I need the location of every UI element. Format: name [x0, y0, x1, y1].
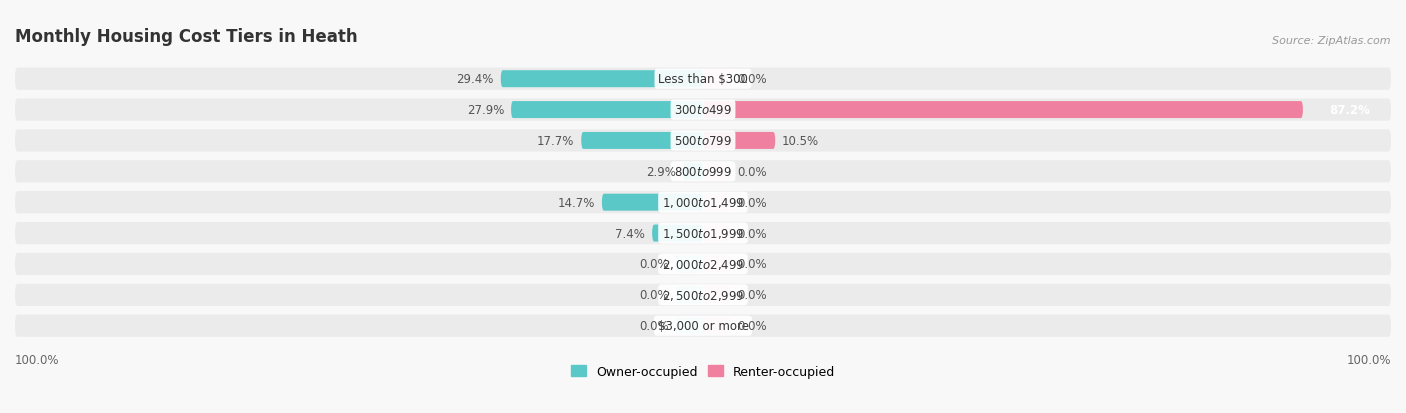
Text: 29.4%: 29.4% [457, 73, 494, 86]
FancyBboxPatch shape [501, 71, 703, 88]
FancyBboxPatch shape [15, 69, 1391, 90]
FancyBboxPatch shape [15, 130, 1391, 152]
Text: 7.4%: 7.4% [616, 227, 645, 240]
Text: 0.0%: 0.0% [737, 319, 768, 332]
Text: 0.0%: 0.0% [737, 227, 768, 240]
FancyBboxPatch shape [510, 102, 703, 119]
FancyBboxPatch shape [703, 318, 731, 335]
Text: Less than $300: Less than $300 [658, 73, 748, 86]
Text: $300 to $499: $300 to $499 [673, 104, 733, 117]
Text: 0.0%: 0.0% [737, 258, 768, 271]
Text: Source: ZipAtlas.com: Source: ZipAtlas.com [1272, 36, 1391, 46]
Text: 87.2%: 87.2% [1330, 104, 1371, 117]
Text: 14.7%: 14.7% [558, 196, 595, 209]
Text: $2,500 to $2,999: $2,500 to $2,999 [662, 288, 744, 302]
FancyBboxPatch shape [15, 99, 1391, 121]
Text: 100.0%: 100.0% [1347, 354, 1391, 367]
Text: 0.0%: 0.0% [638, 289, 669, 301]
Text: $1,000 to $1,499: $1,000 to $1,499 [662, 196, 744, 210]
FancyBboxPatch shape [15, 284, 1391, 306]
Text: 27.9%: 27.9% [467, 104, 505, 117]
FancyBboxPatch shape [675, 287, 703, 304]
FancyBboxPatch shape [15, 223, 1391, 244]
Text: 0.0%: 0.0% [737, 289, 768, 301]
FancyBboxPatch shape [703, 256, 731, 273]
Text: $2,000 to $2,499: $2,000 to $2,499 [662, 257, 744, 271]
FancyBboxPatch shape [703, 225, 731, 242]
Text: 0.0%: 0.0% [638, 258, 669, 271]
FancyBboxPatch shape [703, 133, 775, 150]
Text: $800 to $999: $800 to $999 [673, 166, 733, 178]
Text: $3,000 or more: $3,000 or more [658, 319, 748, 332]
Text: $500 to $799: $500 to $799 [673, 135, 733, 147]
FancyBboxPatch shape [581, 133, 703, 150]
Text: 0.0%: 0.0% [737, 166, 768, 178]
FancyBboxPatch shape [703, 71, 731, 88]
FancyBboxPatch shape [15, 315, 1391, 337]
Text: 2.9%: 2.9% [647, 166, 676, 178]
FancyBboxPatch shape [675, 256, 703, 273]
Text: 0.0%: 0.0% [737, 73, 768, 86]
Text: 17.7%: 17.7% [537, 135, 574, 147]
Text: 100.0%: 100.0% [15, 354, 59, 367]
FancyBboxPatch shape [703, 194, 731, 211]
FancyBboxPatch shape [15, 161, 1391, 183]
Text: Monthly Housing Cost Tiers in Heath: Monthly Housing Cost Tiers in Heath [15, 28, 357, 46]
FancyBboxPatch shape [15, 192, 1391, 214]
Legend: Owner-occupied, Renter-occupied: Owner-occupied, Renter-occupied [567, 360, 839, 383]
FancyBboxPatch shape [675, 318, 703, 335]
Text: 0.0%: 0.0% [737, 196, 768, 209]
FancyBboxPatch shape [652, 225, 703, 242]
Text: $1,500 to $1,999: $1,500 to $1,999 [662, 226, 744, 240]
FancyBboxPatch shape [683, 164, 703, 180]
Text: 0.0%: 0.0% [638, 319, 669, 332]
Text: 10.5%: 10.5% [782, 135, 820, 147]
FancyBboxPatch shape [15, 253, 1391, 275]
FancyBboxPatch shape [602, 194, 703, 211]
FancyBboxPatch shape [703, 287, 731, 304]
FancyBboxPatch shape [703, 164, 731, 180]
FancyBboxPatch shape [703, 102, 1303, 119]
